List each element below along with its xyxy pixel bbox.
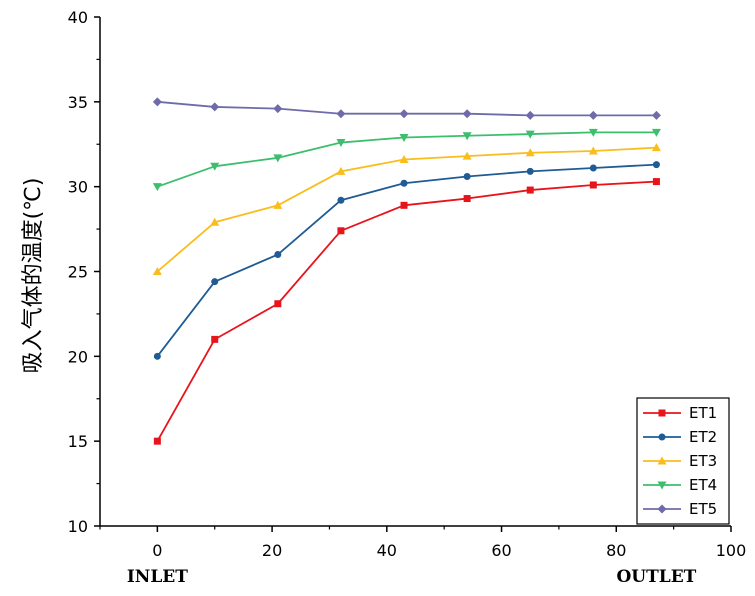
data-point <box>152 267 162 275</box>
legend-entry: ET2 <box>643 428 717 446</box>
x-tick-label: 100 <box>716 541 747 560</box>
legend-entry: ET5 <box>643 500 717 518</box>
legend-entry: ET3 <box>643 452 717 470</box>
data-point <box>337 227 345 235</box>
legend-label: ET3 <box>689 452 717 470</box>
series-et3 <box>152 143 661 275</box>
data-point <box>588 128 598 137</box>
y-axis-label: 吸入气体的温度(℃) <box>21 178 46 374</box>
series-layer <box>152 97 661 445</box>
data-point <box>399 109 409 119</box>
legend-label: ET5 <box>689 500 717 518</box>
series-et5 <box>152 97 661 120</box>
series-line <box>156 163 657 357</box>
data-point <box>525 130 535 139</box>
data-point <box>274 300 282 308</box>
data-point <box>462 109 472 119</box>
data-point <box>463 172 471 180</box>
outlet-label: OUTLET <box>616 567 696 587</box>
y-tick-label: 25 <box>68 263 88 282</box>
data-point <box>400 179 408 187</box>
data-point <box>525 110 535 120</box>
data-point <box>336 139 346 148</box>
x-tick-label: 0 <box>152 541 162 560</box>
y-tick-label: 40 <box>68 8 88 27</box>
data-point <box>463 195 471 203</box>
series-et4 <box>152 128 661 192</box>
legend: ET1 ET2 ET3 ET4 ET5 <box>636 397 730 525</box>
series-et2 <box>153 161 660 360</box>
data-point <box>400 201 408 209</box>
legend-entry: ET1 <box>643 404 717 422</box>
data-point <box>336 109 346 119</box>
data-point <box>658 409 666 417</box>
data-point <box>525 148 535 157</box>
data-point <box>210 102 220 112</box>
x-tick-label: 40 <box>377 541 397 560</box>
data-point <box>651 110 661 120</box>
data-point <box>462 151 472 160</box>
data-point <box>588 110 598 120</box>
data-point <box>153 437 161 445</box>
data-point <box>462 132 472 141</box>
data-point <box>273 154 283 163</box>
data-point <box>399 155 409 164</box>
data-point <box>657 456 667 465</box>
data-point <box>589 181 597 189</box>
data-point <box>526 167 534 175</box>
data-point <box>153 352 161 360</box>
data-point <box>652 161 660 169</box>
y-tick-label: 15 <box>68 432 88 451</box>
data-point <box>652 178 660 186</box>
y-tick-label: 10 <box>68 517 88 536</box>
series-line <box>156 146 657 273</box>
data-point <box>589 164 597 172</box>
data-point <box>211 335 219 343</box>
data-point <box>651 143 661 152</box>
data-point <box>152 97 162 107</box>
legend-label: ET2 <box>689 428 717 446</box>
data-point <box>152 183 162 192</box>
data-point <box>337 196 345 204</box>
x-tick-label: 60 <box>491 541 511 560</box>
x-tick-label: 80 <box>606 541 626 560</box>
legend-label: ET1 <box>689 404 717 422</box>
data-point <box>273 104 283 114</box>
data-point <box>657 481 667 490</box>
data-point <box>651 128 661 137</box>
data-point <box>657 504 667 514</box>
y-tick-label: 20 <box>68 347 88 366</box>
legend-entry: ET4 <box>643 476 717 494</box>
data-point <box>273 200 283 209</box>
data-point <box>526 186 534 194</box>
data-point <box>336 166 346 175</box>
y-tick-label: 35 <box>68 93 88 112</box>
data-point <box>210 217 220 226</box>
data-point <box>210 162 220 171</box>
x-tick-label: 20 <box>262 541 282 560</box>
inlet-label: INLET <box>127 567 188 587</box>
data-point <box>588 146 598 155</box>
data-point <box>399 133 409 142</box>
series-line <box>156 180 657 442</box>
axes: 10 15 20 25 30 35 40 0 20 40 60 80 100 <box>68 8 747 560</box>
series-et1 <box>153 178 660 445</box>
data-point <box>274 251 282 259</box>
legend-label: ET4 <box>689 476 717 494</box>
y-tick-label: 30 <box>68 178 88 197</box>
data-point <box>211 278 219 286</box>
data-point <box>658 433 666 441</box>
